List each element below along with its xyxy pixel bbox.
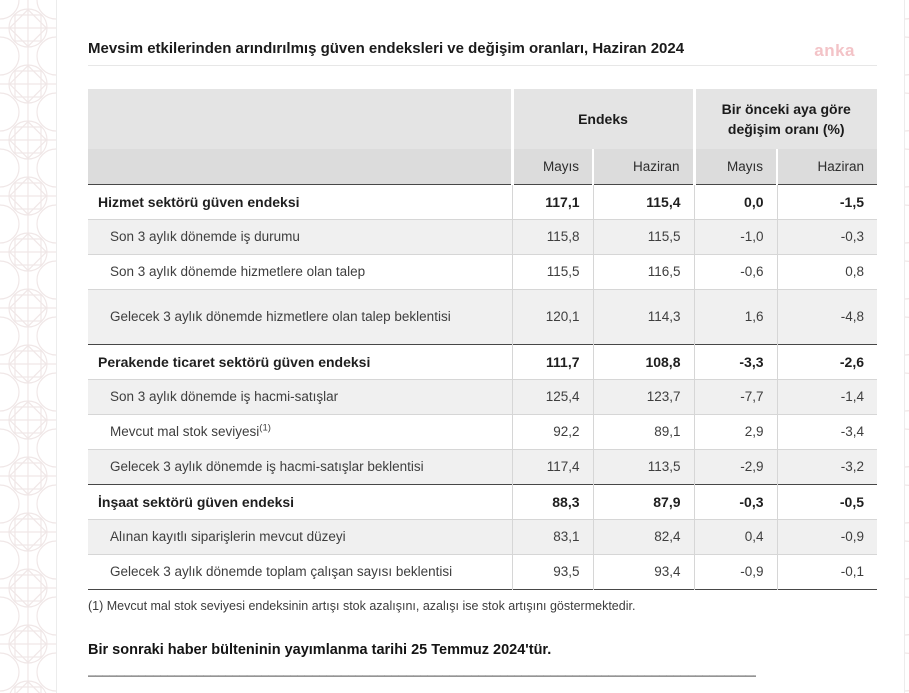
- value-cell: -2,6: [776, 343, 877, 379]
- value-cell: 117,1: [511, 183, 593, 219]
- row-label: Mevcut mal stok seviyesi(1): [88, 413, 512, 449]
- value-cell: -1,5: [776, 183, 877, 219]
- value-cell: 92,2: [511, 413, 593, 449]
- column-subheader-row: Mayıs Haziran Mayıs Haziran: [88, 149, 877, 184]
- table-row: Gelecek 3 aylık dönemde hizmetlere olan …: [88, 288, 877, 344]
- value-cell: 82,4: [592, 518, 694, 554]
- footnote: (1) Mevcut mal stok seviyesi endeksinin …: [88, 598, 636, 613]
- row-label: Gelecek 3 aylık dönemde toplam çalışan s…: [88, 553, 512, 589]
- table-row: Son 3 aylık dönemde hizmetlere olan tale…: [88, 253, 877, 289]
- value-cell: 88,3: [511, 483, 593, 519]
- value-cell: -4,8: [776, 288, 877, 344]
- table-row: Son 3 aylık dönemde iş durumu 115,8 115,5-…: [88, 218, 877, 254]
- anka-watermark: anka: [814, 41, 855, 60]
- value-cell: 115,4: [592, 183, 694, 219]
- table-row: Hizmet sektörü güven endeksi 117,1 115,4 0,…: [88, 183, 877, 219]
- row-label: Gelecek 3 aylık dönemde iş hacmi-satışla…: [88, 448, 512, 484]
- subheader-change-mayis: Mayıs: [692, 149, 777, 184]
- value-cell: 2,9: [693, 413, 777, 449]
- value-cell: 108,8: [592, 343, 694, 379]
- content-area: Mevsim etkilerinden arındırılmış güven e…: [88, 0, 877, 682]
- value-cell: 0,4: [693, 518, 777, 554]
- footnote-reference: (1): [259, 422, 271, 433]
- value-cell: 116,5: [592, 253, 694, 289]
- next-bulletin-note: Bir sonraki haber bülteninin yayımlanma …: [88, 641, 552, 658]
- value-cell: 117,4: [511, 448, 593, 484]
- value-cell: 1,6: [693, 288, 777, 344]
- right-decorative-pattern: [904, 0, 909, 693]
- empty-header-cell: [88, 89, 512, 149]
- value-cell: -3,2: [776, 448, 877, 484]
- subheader-endeks-haziran: Haziran: [592, 149, 694, 184]
- value-cell: 115,8: [511, 218, 593, 254]
- value-cell: 0,0: [693, 183, 777, 219]
- page-title: Mevsim etkilerinden arındırılmış güven e…: [88, 40, 685, 57]
- row-label: Perakende ticaret sektörü güven endeksi: [88, 343, 512, 379]
- table-row: Perakende ticaret sektörü güven endeksi 1…: [88, 343, 877, 379]
- value-cell: 111,7: [511, 343, 593, 379]
- table-header: Endeks Bir önceki aya göre değişim oranı…: [88, 89, 877, 184]
- empty-subheader-cell: [88, 149, 512, 184]
- value-cell: -0,9: [693, 553, 777, 589]
- value-cell: -7,7: [693, 378, 777, 414]
- value-cell: -0,3: [693, 483, 777, 519]
- table-row: Son 3 aylık dönemde iş hacmi-satışlar 125…: [88, 378, 877, 414]
- value-cell: 123,7: [592, 378, 694, 414]
- value-cell: 83,1: [511, 518, 593, 554]
- value-cell: -0,6: [693, 253, 777, 289]
- value-cell: 115,5: [511, 253, 593, 289]
- value-cell: 93,5: [511, 553, 593, 589]
- value-cell: -0,3: [776, 218, 877, 254]
- row-label: Alınan kayıtlı siparişlerin mevcut düzey…: [88, 518, 512, 554]
- row-label: Gelecek 3 aylık dönemde hizmetlere olan …: [88, 288, 512, 344]
- row-label: Son 3 aylık dönemde hizmetlere olan tale…: [88, 253, 512, 289]
- table-row: Gelecek 3 aylık dönemde toplam çalışan s…: [88, 553, 877, 589]
- value-cell: -1,4: [776, 378, 877, 414]
- title-row: Mevsim etkilerinden arındırılmış güven e…: [88, 38, 877, 66]
- left-decorative-pattern: [0, 0, 57, 693]
- value-cell: 0,8: [776, 253, 877, 289]
- table-row: İnşaat sektörü güven endeksi 88,3 87,9 -0,3…: [88, 483, 877, 519]
- row-label: Hizmet sektörü güven endeksi: [88, 183, 512, 219]
- value-cell: -2,9: [693, 448, 777, 484]
- table-row: Alınan kayıtlı siparişlerin mevcut düzey…: [88, 518, 877, 554]
- subheader-change-haziran: Haziran: [776, 149, 877, 184]
- value-cell: -3,3: [693, 343, 777, 379]
- value-cell: -0,5: [776, 483, 877, 519]
- table-row: Gelecek 3 aylık dönemde iş hacmi-satışla…: [88, 448, 877, 484]
- value-cell: 113,5: [592, 448, 694, 484]
- table-row: Mevcut mal stok seviyesi(1) 92,2 89,1 2,9 -3…: [88, 413, 877, 449]
- value-cell: -3,4: [776, 413, 877, 449]
- subheader-endeks-mayis: Mayıs: [510, 149, 593, 184]
- value-cell: -0,1: [776, 553, 877, 589]
- value-cell: 87,9: [592, 483, 694, 519]
- value-cell: 120,1: [511, 288, 593, 344]
- column-group-change-rate: Bir önceki aya göre değişim oranı (%): [692, 89, 877, 149]
- value-cell: -0,9: [776, 518, 877, 554]
- confidence-index-table: Endeks Bir önceki aya göre değişim oranı…: [88, 89, 877, 590]
- column-group-endeks: Endeks: [510, 89, 694, 149]
- table-body: Hizmet sektörü güven endeksi 117,1 115,4 0,…: [88, 183, 877, 589]
- value-cell: 115,5: [592, 218, 694, 254]
- row-label: Son 3 aylık dönemde iş hacmi-satışlar: [88, 378, 512, 414]
- row-label: Son 3 aylık dönemde iş durumu: [88, 218, 512, 254]
- value-cell: -1,0: [693, 218, 777, 254]
- column-group-row: Endeks Bir önceki aya göre değişim oranı…: [88, 89, 877, 149]
- row-label: İnşaat sektörü güven endeksi: [88, 483, 512, 519]
- value-cell: 125,4: [511, 378, 593, 414]
- value-cell: 89,1: [592, 413, 694, 449]
- value-cell: 114,3: [592, 288, 694, 344]
- value-cell: 93,4: [592, 553, 694, 589]
- separator-line: ________________________________________…: [88, 661, 756, 677]
